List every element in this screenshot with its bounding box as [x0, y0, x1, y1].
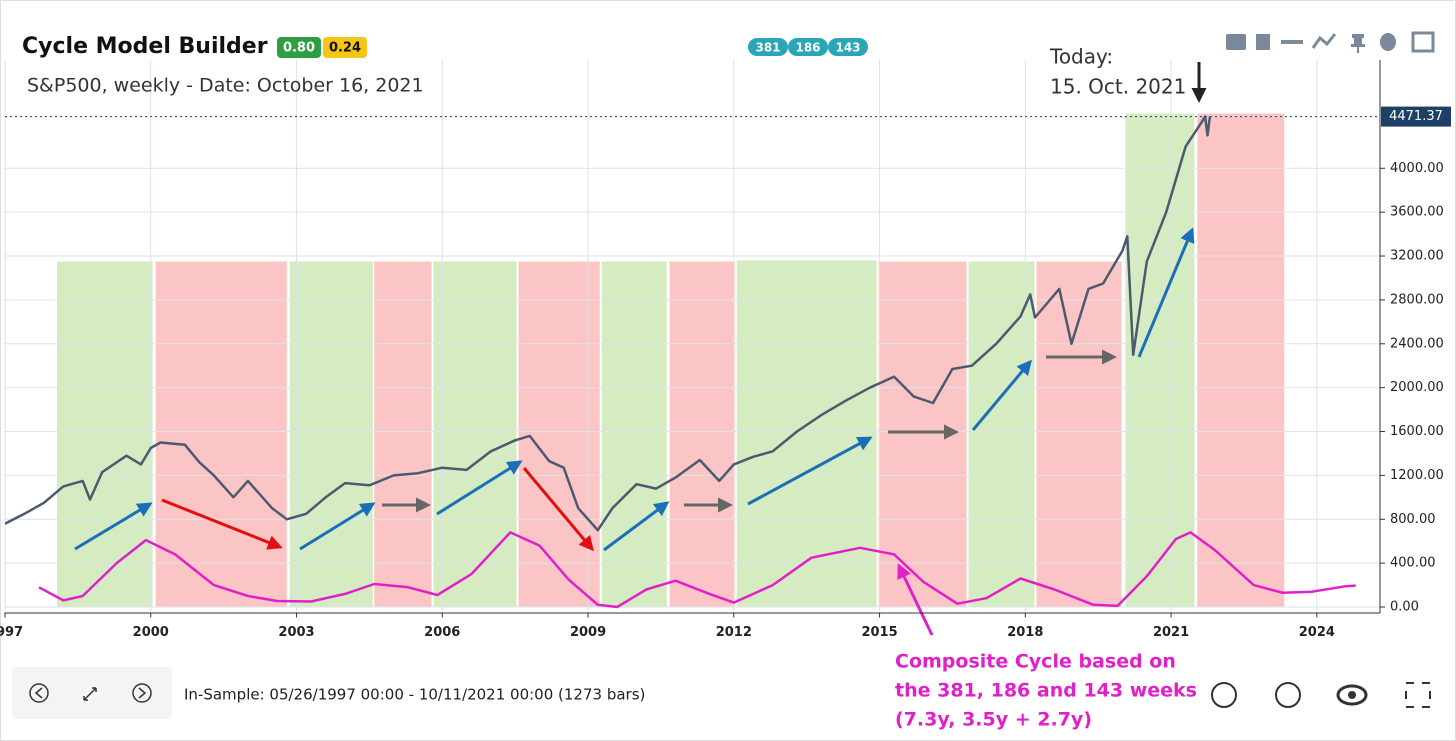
cycle-region [1125, 113, 1195, 608]
cycle-region [736, 260, 877, 608]
cycle-pill-text: 186 [795, 41, 820, 55]
prev-button[interactable] [29, 683, 49, 703]
x-tick-label: 2000 [133, 625, 169, 640]
cycle-pill[interactable] [828, 38, 868, 56]
badge-text: 0.24 [329, 41, 361, 56]
cycle-pill[interactable] [748, 38, 788, 56]
cycle-region [518, 261, 600, 608]
x-tick-label: 1997 [0, 625, 23, 640]
series-line [38, 531, 1356, 609]
y-tick-label: 2800.00 [1390, 292, 1444, 307]
annotation: Composite Cycle based on [895, 651, 1176, 673]
x-tick-label: 2006 [424, 625, 460, 640]
annotation: Today: [1049, 45, 1113, 69]
cycle-region [1197, 113, 1285, 608]
expand-button[interactable] [83, 687, 97, 701]
next-button[interactable] [132, 683, 152, 703]
y-tick-label: 0.00 [1390, 600, 1419, 615]
pin-icon[interactable] [1351, 34, 1365, 53]
last-value-box [1381, 106, 1451, 127]
next-glyph [138, 687, 147, 699]
badge [323, 37, 367, 58]
y-tick-label: 3200.00 [1390, 249, 1444, 264]
cycle-region [155, 261, 287, 608]
toolbar [1226, 31, 1435, 53]
series-line [5, 115, 1212, 532]
rewind-button[interactable] [1211, 682, 1237, 708]
x-tick-label: 2024 [1299, 625, 1335, 640]
folder-icon[interactable] [1226, 34, 1246, 50]
y-tick-label: 4000.00 [1390, 161, 1444, 176]
title: Cycle Model Builder [22, 34, 268, 59]
annotation: (7.3y, 3.5y + 2.7y) [895, 709, 1092, 731]
cycle-region [289, 261, 373, 608]
y-tick-label: 1200.00 [1390, 468, 1444, 483]
badge-text: 0.80 [283, 41, 315, 56]
line-icon[interactable] [1281, 40, 1303, 44]
annotation: 15. Oct. 2021 [1050, 75, 1186, 99]
cycle-region [968, 261, 1035, 608]
x-tick-label: 2021 [1153, 625, 1189, 640]
last-value-label: 4471.37 [1389, 109, 1443, 124]
y-tick-label: 400.00 [1390, 556, 1436, 571]
fullscreen-icon[interactable] [1411, 31, 1435, 53]
cycle-region [669, 261, 735, 608]
x-tick-label: 2018 [1007, 625, 1043, 640]
cycle-region [601, 261, 667, 608]
y-tick-label: 1600.00 [1390, 424, 1444, 439]
x-tick-label: 2015 [861, 625, 897, 640]
cycle-pill[interactable] [788, 38, 828, 56]
cycle-region [1036, 261, 1122, 608]
eye-button[interactable] [1336, 684, 1368, 706]
bug-icon[interactable] [1380, 33, 1396, 51]
x-tick-label: 2009 [570, 625, 606, 640]
x-tick-label: 2003 [278, 625, 314, 640]
subtitle: S&P500, weekly - Date: October 16, 2021 [27, 75, 424, 97]
annotation-arrows [74, 62, 1207, 636]
trend-icon[interactable] [1311, 33, 1337, 49]
sample-info: In-Sample: 05/26/1997 00:00 - 10/11/2021… [184, 686, 645, 704]
cycle-pill-text: 381 [755, 41, 780, 55]
annotation: the 381, 186 and 143 weeks [895, 680, 1197, 702]
download-icon[interactable] [1256, 34, 1270, 50]
prev-glyph [34, 687, 43, 699]
cycle-region [56, 261, 153, 608]
badge [277, 37, 321, 58]
capture-button[interactable] [1405, 682, 1431, 708]
y-tick-label: 2400.00 [1390, 336, 1444, 351]
x-tick-label: 2012 [716, 625, 752, 640]
refresh-button[interactable] [1275, 682, 1301, 708]
eye-pupil [1348, 691, 1356, 699]
cycle-region [433, 261, 517, 608]
y-tick-label: 2000.00 [1390, 380, 1444, 395]
cycle-pill-text: 143 [835, 41, 860, 55]
cycle-region [374, 261, 432, 608]
y-tick-label: 3600.00 [1390, 205, 1444, 220]
y-tick-label: 800.00 [1390, 512, 1436, 527]
